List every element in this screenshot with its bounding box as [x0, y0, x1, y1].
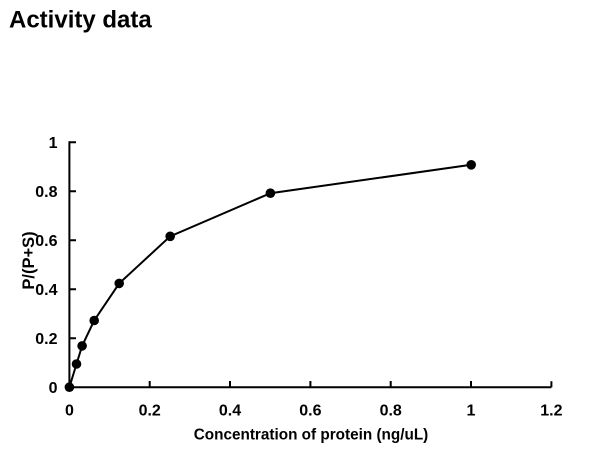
svg-text:Concentration of protein (ng/u: Concentration of protein (ng/uL) [194, 426, 429, 443]
svg-text:0.4: 0.4 [35, 282, 57, 299]
svg-text:0.6: 0.6 [299, 403, 321, 420]
svg-text:1: 1 [467, 403, 476, 420]
svg-text:0.8: 0.8 [380, 403, 402, 420]
svg-text:0.4: 0.4 [219, 403, 241, 420]
svg-text:0.6: 0.6 [35, 233, 57, 250]
svg-text:0: 0 [65, 403, 74, 420]
svg-text:Activity data: Activity data [9, 7, 152, 34]
svg-text:1.2: 1.2 [540, 403, 562, 420]
svg-text:0: 0 [49, 380, 58, 397]
svg-text:0.8: 0.8 [35, 184, 57, 201]
svg-text:P/(P+S): P/(P+S) [20, 231, 38, 289]
svg-text:1: 1 [49, 135, 58, 152]
svg-text:0.2: 0.2 [35, 331, 57, 348]
svg-text:0.2: 0.2 [139, 403, 161, 420]
